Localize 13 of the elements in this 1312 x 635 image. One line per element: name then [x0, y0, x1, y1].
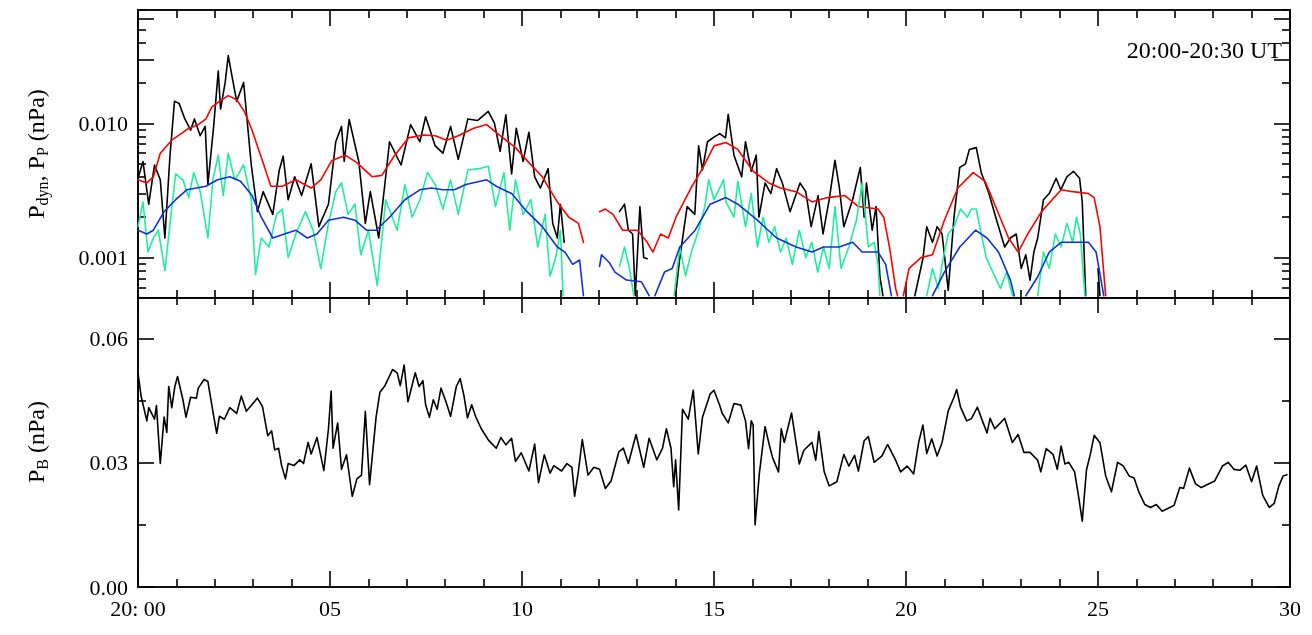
- x-tick-label: 10: [511, 595, 533, 621]
- y-tick-label: 0.001: [78, 245, 128, 271]
- x-tick-label: 05: [319, 595, 341, 621]
- x-tick-label: 15: [703, 595, 725, 621]
- y-tick-label: 0.010: [78, 110, 128, 136]
- x-tick-label: 20: [895, 595, 917, 621]
- y-axis-title: PB (nPa): [23, 401, 51, 484]
- y-tick-label: 0.06: [89, 325, 128, 351]
- annotation: 20:00-20:30 UT: [1126, 37, 1283, 63]
- x-tick-label: 25: [1087, 595, 1109, 621]
- y-axis-title: Pdyn, PP (nPa): [23, 89, 52, 219]
- y-tick-label: 0.03: [89, 450, 128, 476]
- x-tick-label: 30: [1279, 595, 1301, 621]
